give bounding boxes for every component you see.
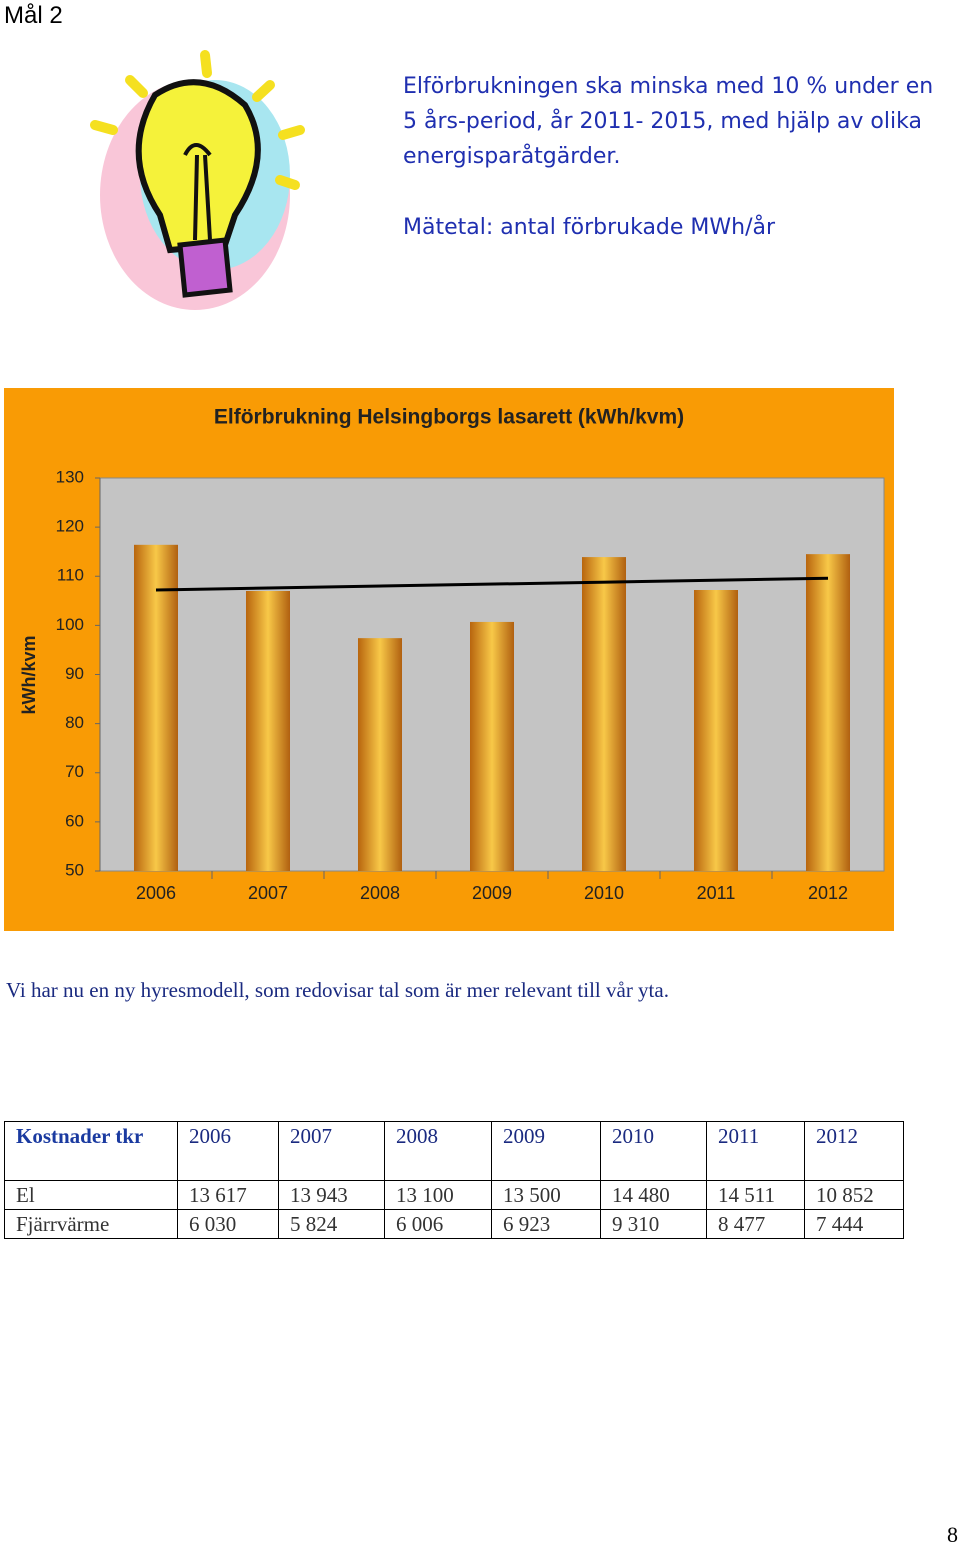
table-cell: 2008: [384, 1121, 492, 1181]
table-cell: 2009: [491, 1121, 601, 1181]
table-cell: El: [4, 1180, 178, 1210]
table-cell: 6 923: [491, 1209, 601, 1239]
table-cell: 14 511: [706, 1180, 805, 1210]
page-number: 8: [947, 1522, 958, 1547]
y-axis-label: kWh/kvm: [19, 635, 39, 714]
table-cell: 2011: [706, 1121, 805, 1181]
table-cell: 13 617: [177, 1180, 279, 1210]
trendline: [155, 576, 829, 592]
table-cell: 6 006: [384, 1209, 492, 1239]
table-row: El 13 617 13 943 13 100 13 500 14 480 14 511 10…: [4, 1180, 904, 1210]
chart-title: Elförbrukning Helsingborgs lasarett (kWh…: [214, 406, 684, 429]
table-cell: 7 444: [804, 1209, 904, 1239]
x-tick-label: 2006: [136, 883, 176, 903]
table-cell: 2010: [600, 1121, 707, 1181]
bar: [806, 554, 850, 871]
bar: [134, 544, 178, 871]
table-cell: 13 943: [278, 1180, 385, 1210]
goal-line: energisparåtgärder.: [403, 144, 621, 169]
chart: Elförbrukning Helsingborgs lasarett (kWh…: [4, 388, 894, 931]
table-cell: 2006: [177, 1121, 279, 1181]
table-cell: 13 500: [491, 1180, 601, 1210]
y-tick-label: 110: [57, 566, 84, 585]
y-tick-label: 70: [65, 762, 84, 781]
table-cell: 9 310: [600, 1209, 707, 1239]
y-tick-label: 120: [56, 517, 84, 536]
y-tick-label: 90: [65, 664, 84, 683]
table-cell: Kostnader tkr: [4, 1121, 178, 1181]
table-cell: 10 852: [804, 1180, 904, 1210]
paragraph: Vi har nu en ny hyresmodell, som redovis…: [6, 978, 669, 1002]
x-tick-label: 2012: [808, 883, 848, 903]
table-cell: 14 480: [600, 1180, 707, 1210]
table-cell: 6 030: [177, 1209, 279, 1239]
y-tick-label: 130: [56, 467, 84, 486]
y-tick-label: 100: [56, 615, 84, 634]
table-cell: 8 477: [706, 1209, 805, 1239]
y-tick-label: 80: [65, 713, 84, 732]
heading: Mål 2: [4, 2, 63, 29]
table-cell: 2012: [804, 1121, 904, 1181]
bar: [246, 590, 290, 871]
bar: [582, 557, 626, 871]
table-cell: 5 824: [278, 1209, 385, 1239]
table-row: Fjärrvärme 6 030 5 824 6 006 6 923 9 310 8 477…: [4, 1209, 904, 1239]
goal-line: 5 års-period, år 2011- 2015, med hjälp a…: [403, 109, 922, 134]
x-tick-label: 2007: [248, 883, 288, 903]
cost-table: Kostnader tkr 2006 2007 2008 2009 2010 2011 201…: [4, 1121, 904, 1239]
x-tick-label: 2011: [697, 883, 736, 903]
table-cell: 2007: [278, 1121, 385, 1181]
metric-text: Mätetal: antal förbrukade MWh/år: [403, 215, 776, 240]
x-tick-label: 2010: [584, 883, 624, 903]
y-tick-label: 60: [65, 811, 84, 830]
bar: [694, 590, 738, 871]
x-tick-label: 2009: [472, 883, 512, 903]
table-row: Kostnader tkr 2006 2007 2008 2009 2010 2011 201…: [4, 1121, 904, 1181]
table-cell: 13 100: [384, 1180, 492, 1210]
y-tick-label: 50: [65, 860, 84, 879]
table-cell: Fjärrvärme: [4, 1209, 178, 1239]
light-bulb-icon: [90, 50, 305, 310]
bar: [470, 621, 514, 871]
bar: [358, 638, 402, 871]
goal-line: Elförbrukningen ska minska med 10 % unde…: [403, 74, 934, 99]
x-tick-label: 2008: [360, 883, 400, 903]
